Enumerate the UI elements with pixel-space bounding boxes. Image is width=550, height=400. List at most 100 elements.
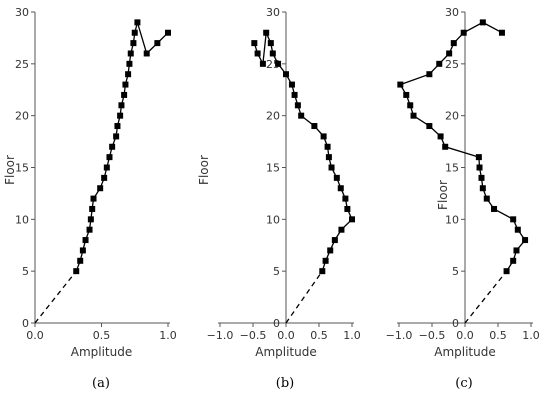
y-axis-label: Floor: [197, 155, 211, 185]
x-tick-label: −0.5: [419, 329, 446, 342]
x-axis-label: Amplitude: [71, 345, 133, 359]
data-point-marker: [510, 257, 517, 264]
y-tick-label: 20: [15, 110, 29, 123]
x-axis-label: Amplitude: [434, 345, 496, 359]
data-point-marker: [79, 247, 86, 254]
data-point-marker: [117, 112, 124, 119]
x-tick-label: −0.5: [240, 329, 267, 342]
y-tick-label: 25: [15, 58, 29, 71]
x-tick-label: 0.0: [26, 329, 44, 342]
y-tick-label: 20: [445, 110, 459, 123]
data-point-marker: [478, 174, 485, 181]
data-point-marker: [446, 50, 453, 57]
y-tick-label: 30: [266, 6, 280, 19]
data-point-marker: [103, 164, 110, 171]
mode-shape-line: [399, 21, 526, 272]
data-point-marker: [87, 216, 94, 223]
y-axis-label: Floor: [436, 180, 450, 210]
y-tick-label: 5: [273, 265, 280, 278]
data-point-marker: [426, 123, 433, 130]
x-tick-label: 1.0: [343, 329, 361, 342]
data-point-marker: [479, 19, 486, 26]
data-point-marker: [407, 102, 414, 109]
x-tick-label: 0.5: [489, 329, 507, 342]
data-point-marker: [118, 102, 125, 109]
data-point-marker: [143, 50, 150, 57]
y-tick-label: 20: [266, 110, 280, 123]
data-point-marker: [397, 81, 404, 88]
data-point-marker: [328, 164, 335, 171]
data-point-marker: [89, 205, 96, 212]
data-point-marker: [498, 29, 505, 36]
data-point-marker: [134, 19, 141, 26]
y-tick-label: 15: [15, 162, 29, 175]
y-tick-label: 5: [452, 265, 459, 278]
y-tick-label: 0: [273, 317, 280, 330]
data-point-marker: [77, 257, 84, 264]
data-point-marker: [101, 174, 108, 181]
y-tick-label: 0: [22, 317, 29, 330]
data-point-marker: [267, 40, 274, 47]
dashed-extension-line: [34, 270, 77, 324]
data-point-marker: [73, 268, 80, 275]
x-tick-label: 0.0: [277, 329, 295, 342]
data-point-marker: [127, 50, 134, 57]
data-point-marker: [275, 60, 282, 67]
data-point-marker: [510, 216, 517, 223]
x-tick-label: −1.0: [386, 329, 413, 342]
chart-panel-3: 0 5 10 15 20 25 30 −1.0 −0.5 0.0 0.5 1.0 Amplitude Fl…: [386, 6, 540, 391]
data-point-marker: [349, 216, 355, 223]
data-point-marker: [109, 143, 116, 150]
data-point-marker: [342, 195, 349, 202]
data-point-marker: [503, 268, 510, 275]
data-point-marker: [269, 50, 276, 57]
y-axis-label: Floor: [3, 155, 17, 185]
y-tick-label: 15: [445, 162, 459, 175]
data-point-marker: [113, 133, 120, 140]
data-point-marker: [410, 112, 417, 119]
data-point-marker: [338, 226, 345, 233]
y-tick-label: 5: [22, 265, 29, 278]
data-point-marker: [263, 29, 270, 36]
y-tick-label: 30: [15, 6, 29, 19]
data-point-marker: [251, 40, 258, 47]
mode-shape-line: [75, 19, 169, 272]
x-tick-label: 1.0: [159, 329, 177, 342]
y-tick-label: 0: [452, 317, 459, 330]
data-point-marker: [122, 81, 129, 88]
data-point-marker: [327, 247, 334, 254]
x-axis-label: Amplitude: [255, 345, 317, 359]
data-point-marker: [126, 60, 133, 67]
data-point-marker: [259, 60, 266, 67]
data-point-marker: [514, 226, 521, 233]
data-point-marker: [475, 154, 482, 161]
data-point-marker: [291, 91, 298, 98]
data-point-marker: [426, 71, 433, 78]
data-point-marker: [165, 29, 171, 36]
y-tick-label: 10: [445, 213, 459, 226]
data-point-marker: [437, 133, 444, 140]
data-point-marker: [491, 205, 498, 212]
data-point-marker: [403, 91, 410, 98]
y-tick-label: 15: [266, 162, 280, 175]
data-point-marker: [154, 40, 161, 47]
data-point-marker: [522, 237, 529, 244]
data-point-marker: [130, 40, 137, 47]
data-point-marker: [337, 185, 344, 192]
data-point-marker: [106, 154, 113, 161]
x-tick-label: 0.5: [93, 329, 111, 342]
chart-panel-1: 0 5 10 15 20 25 30 0.0 0.5 1.0 Amplitude Floor (a): [3, 6, 177, 391]
data-point-marker: [283, 71, 289, 78]
data-point-marker: [324, 143, 331, 150]
data-point-marker: [325, 154, 332, 161]
data-point-marker: [436, 60, 443, 67]
y-tick-label: 25: [445, 58, 459, 71]
y-tick-label: 10: [15, 213, 29, 226]
data-point-marker: [125, 71, 132, 78]
x-tick-label: 0.5: [310, 329, 328, 342]
data-point-marker: [320, 133, 327, 140]
data-point-marker: [479, 185, 486, 192]
y-tick-label: 10: [266, 213, 280, 226]
data-point-marker: [254, 50, 261, 57]
